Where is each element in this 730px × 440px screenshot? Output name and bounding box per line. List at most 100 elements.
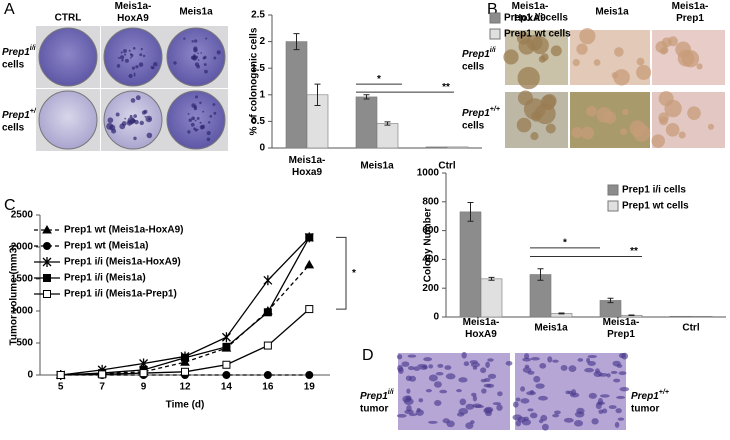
- nucleus: [524, 353, 530, 360]
- colony: [658, 91, 674, 107]
- colony: [115, 112, 120, 117]
- x-tick-label: Meis1a-Hoxa9: [289, 155, 326, 178]
- nucleus: [486, 383, 495, 388]
- nucleus: [428, 420, 438, 424]
- nucleus: [598, 372, 608, 377]
- bar: [446, 146, 469, 149]
- colony: [123, 49, 127, 53]
- y-tick-label: 200: [422, 283, 439, 294]
- nucleus: [552, 359, 559, 363]
- nucleus: [595, 368, 600, 374]
- genotype: +/+: [30, 108, 40, 115]
- y-tick-label: 1000: [11, 306, 34, 317]
- nucleus: [552, 413, 560, 418]
- nucleus: [515, 420, 522, 427]
- marker: [181, 367, 189, 376]
- y-tick-label: 2500: [11, 210, 34, 221]
- nucleus: [425, 388, 432, 393]
- nucleus: [538, 395, 548, 401]
- colony: [107, 117, 114, 124]
- y-tick-label: 500: [16, 338, 33, 349]
- colony: [687, 106, 701, 120]
- y-tick-label: 0.5: [251, 116, 265, 127]
- colony: [138, 62, 144, 67]
- colony: [129, 114, 133, 118]
- nucleus: [406, 388, 411, 394]
- nucleus: [618, 371, 627, 376]
- colony: [212, 103, 216, 106]
- colony: [213, 56, 217, 60]
- nucleus: [465, 422, 474, 429]
- nucleus: [520, 398, 530, 404]
- nucleus: [458, 377, 468, 383]
- y-tick-label: 2: [259, 36, 265, 47]
- colony: [121, 59, 124, 62]
- error-bar: [607, 297, 614, 304]
- marker: [305, 233, 314, 242]
- error-bar: [384, 121, 391, 126]
- colony: [503, 49, 519, 65]
- nucleus: [461, 351, 467, 359]
- nucleus: [568, 365, 577, 373]
- significance-bracket: [336, 236, 347, 310]
- bar: [529, 274, 552, 318]
- y-axis-label: % of colonogenic cells: [249, 27, 260, 135]
- colony: [572, 59, 580, 67]
- colony: [659, 116, 668, 126]
- legend-label: Prep1 wt (Meis1a-HoxA9): [64, 225, 183, 236]
- genotype: i/i: [388, 389, 395, 396]
- colony: [614, 47, 624, 57]
- colony: [193, 127, 196, 130]
- nucleus: [403, 398, 414, 405]
- y-tick-label: 0: [259, 143, 265, 154]
- y-tick-label: 1.5: [251, 63, 265, 74]
- colony: [197, 59, 200, 61]
- nucleus: [456, 412, 465, 417]
- colony: [665, 122, 680, 137]
- marker: [304, 259, 315, 269]
- column-label: Meis1a-HoxA9: [115, 1, 152, 24]
- colony: [586, 105, 597, 117]
- nucleus: [465, 403, 475, 410]
- x-tick-label: Meis1a-Prep1: [603, 317, 640, 340]
- nucleus: [483, 407, 493, 414]
- colony: [195, 95, 198, 99]
- nucleus: [610, 370, 618, 374]
- legend-label: Prep1 wt cells: [622, 201, 689, 212]
- nucleus: [596, 401, 606, 405]
- colony: [613, 69, 630, 86]
- nucleus: [496, 404, 503, 411]
- y-tick-label: 0: [27, 370, 33, 381]
- error-bar: [537, 268, 544, 281]
- significance: *: [352, 268, 356, 279]
- colony: [148, 117, 151, 121]
- nucleus: [616, 395, 626, 400]
- nucleus: [614, 421, 620, 428]
- nucleus: [463, 361, 470, 367]
- nucleus: [401, 361, 410, 367]
- colony: [194, 39, 198, 43]
- nucleus: [416, 407, 421, 413]
- colony: [531, 36, 549, 55]
- colony: [125, 58, 129, 63]
- colony: [119, 123, 126, 130]
- colony: [545, 123, 556, 134]
- y-tick-label: 1000: [417, 168, 440, 179]
- colony: [216, 50, 221, 55]
- nucleus: [520, 386, 526, 392]
- x-tick-label: 5: [58, 382, 64, 393]
- colony: [661, 46, 669, 54]
- colony: [190, 122, 195, 127]
- genotype: +/+: [490, 106, 500, 113]
- nucleus: [547, 356, 553, 363]
- colony: [540, 53, 549, 62]
- colony: [197, 52, 199, 55]
- legend-label: Prep1 i/i cells: [622, 185, 686, 196]
- x-tick-label: Meis1a-HoxA9: [463, 317, 500, 340]
- y-tick-label: 1500: [11, 274, 34, 285]
- legend-swatch: [607, 200, 619, 212]
- error-bar: [293, 33, 300, 51]
- nucleus: [521, 419, 531, 426]
- nucleus: [601, 408, 608, 414]
